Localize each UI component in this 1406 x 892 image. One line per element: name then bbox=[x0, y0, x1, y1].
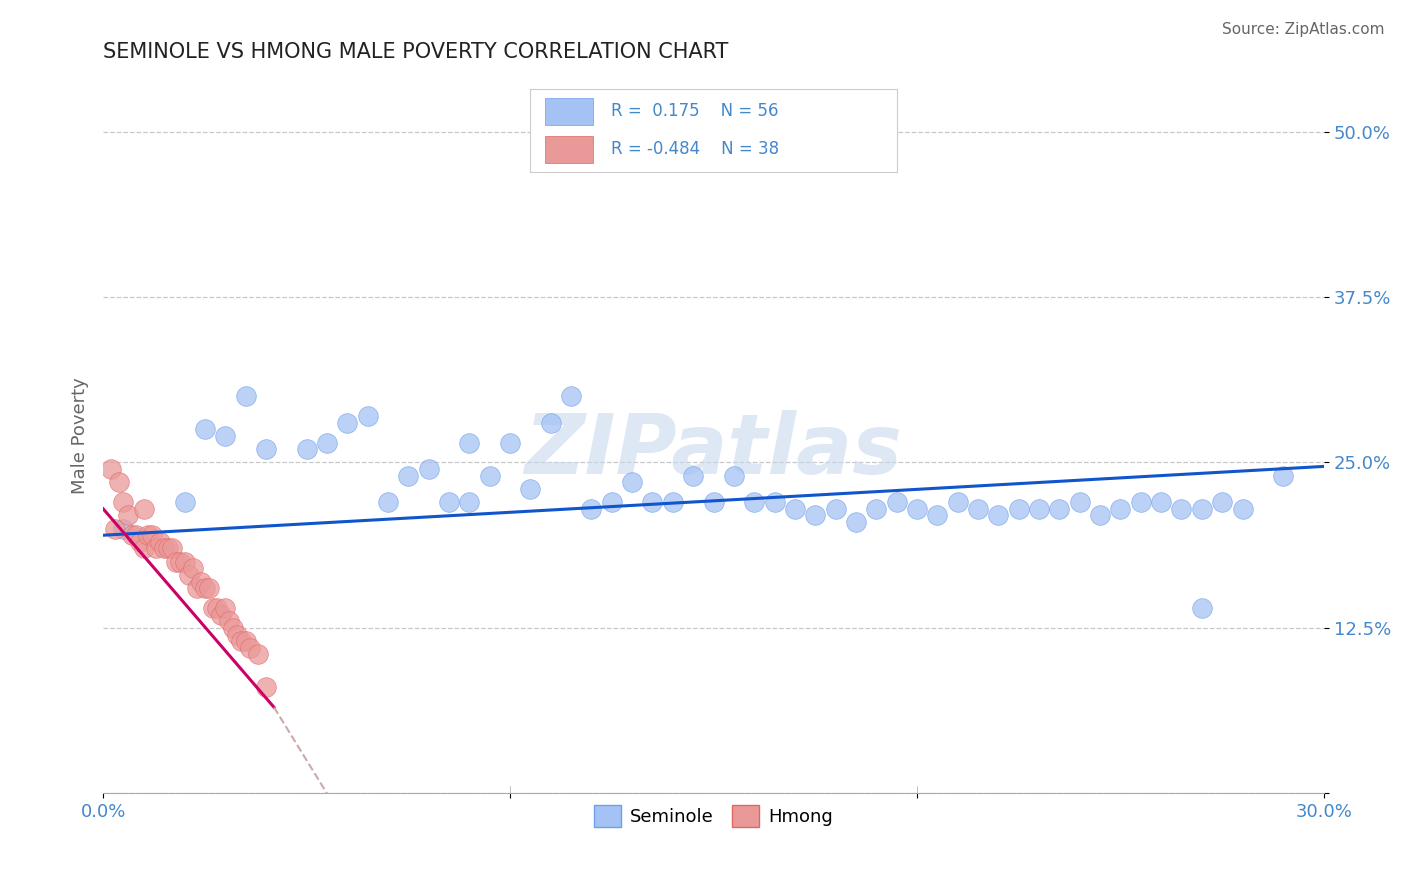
Text: Source: ZipAtlas.com: Source: ZipAtlas.com bbox=[1222, 22, 1385, 37]
Point bbox=[198, 581, 221, 595]
Point bbox=[621, 475, 644, 490]
Point bbox=[141, 528, 163, 542]
Point bbox=[145, 541, 167, 556]
Point bbox=[356, 409, 378, 423]
Point bbox=[1150, 495, 1173, 509]
Point bbox=[190, 574, 212, 589]
Text: SEMINOLE VS HMONG MALE POVERTY CORRELATION CHART: SEMINOLE VS HMONG MALE POVERTY CORRELATI… bbox=[103, 42, 728, 62]
Point bbox=[560, 389, 582, 403]
Point bbox=[235, 634, 257, 648]
Point bbox=[499, 435, 522, 450]
Point bbox=[218, 615, 240, 629]
Point bbox=[112, 522, 135, 536]
Point bbox=[886, 495, 908, 509]
Point bbox=[845, 515, 868, 529]
Point bbox=[1028, 501, 1050, 516]
Point bbox=[169, 555, 191, 569]
Legend: Seminole, Hmong: Seminole, Hmong bbox=[586, 797, 841, 834]
Point bbox=[149, 534, 172, 549]
Point bbox=[181, 561, 204, 575]
Point bbox=[214, 429, 236, 443]
Point bbox=[865, 501, 887, 516]
Point bbox=[162, 541, 184, 556]
Point bbox=[1069, 495, 1091, 509]
Point bbox=[396, 468, 419, 483]
Point bbox=[824, 501, 846, 516]
Point bbox=[177, 568, 200, 582]
Point bbox=[662, 495, 685, 509]
Point bbox=[418, 462, 440, 476]
Point bbox=[927, 508, 949, 523]
Point bbox=[336, 416, 359, 430]
Point bbox=[165, 555, 187, 569]
Point bbox=[173, 555, 195, 569]
Point bbox=[1232, 501, 1254, 516]
Point bbox=[600, 495, 623, 509]
Point bbox=[742, 495, 765, 509]
Point bbox=[783, 501, 806, 516]
Point bbox=[1191, 501, 1213, 516]
Point bbox=[1047, 501, 1070, 516]
Point bbox=[201, 601, 224, 615]
Point bbox=[108, 475, 131, 490]
Point bbox=[987, 508, 1010, 523]
Point bbox=[157, 541, 180, 556]
Point bbox=[235, 389, 257, 403]
Point bbox=[1211, 495, 1233, 509]
Point bbox=[763, 495, 786, 509]
Point bbox=[125, 528, 148, 542]
Point bbox=[104, 522, 127, 536]
Point bbox=[136, 528, 159, 542]
Point bbox=[905, 501, 928, 516]
Point bbox=[641, 495, 664, 509]
Point bbox=[132, 501, 155, 516]
Point bbox=[194, 422, 217, 436]
Point bbox=[437, 495, 460, 509]
Y-axis label: Male Poverty: Male Poverty bbox=[72, 377, 89, 494]
Point bbox=[1272, 468, 1295, 483]
Point bbox=[519, 482, 541, 496]
Point bbox=[254, 442, 277, 457]
Point bbox=[254, 681, 277, 695]
Point bbox=[132, 541, 155, 556]
Point bbox=[173, 495, 195, 509]
Point bbox=[231, 634, 253, 648]
Point bbox=[702, 495, 724, 509]
Point bbox=[581, 501, 603, 516]
Point bbox=[478, 468, 501, 483]
Point bbox=[967, 501, 990, 516]
Point bbox=[377, 495, 399, 509]
Point bbox=[1109, 501, 1132, 516]
Point bbox=[804, 508, 827, 523]
Point bbox=[946, 495, 969, 509]
Point bbox=[222, 621, 245, 635]
Point bbox=[540, 416, 562, 430]
Point bbox=[458, 495, 481, 509]
Point bbox=[100, 462, 122, 476]
Point bbox=[214, 601, 236, 615]
Point bbox=[128, 534, 150, 549]
Point bbox=[186, 581, 208, 595]
Point bbox=[723, 468, 745, 483]
Point bbox=[1129, 495, 1152, 509]
Point bbox=[112, 495, 135, 509]
Text: ZIPatlas: ZIPatlas bbox=[524, 409, 903, 491]
Point bbox=[295, 442, 318, 457]
Point bbox=[682, 468, 704, 483]
Point bbox=[121, 528, 143, 542]
Point bbox=[458, 435, 481, 450]
Point bbox=[1170, 501, 1192, 516]
Point bbox=[117, 508, 139, 523]
Point bbox=[205, 601, 228, 615]
Point bbox=[194, 581, 217, 595]
Point bbox=[1008, 501, 1031, 516]
Point bbox=[239, 640, 262, 655]
Point bbox=[316, 435, 339, 450]
Point bbox=[1191, 601, 1213, 615]
Point bbox=[1088, 508, 1111, 523]
Point bbox=[209, 607, 232, 622]
Point bbox=[226, 627, 249, 641]
Point bbox=[153, 541, 176, 556]
Point bbox=[246, 648, 269, 662]
